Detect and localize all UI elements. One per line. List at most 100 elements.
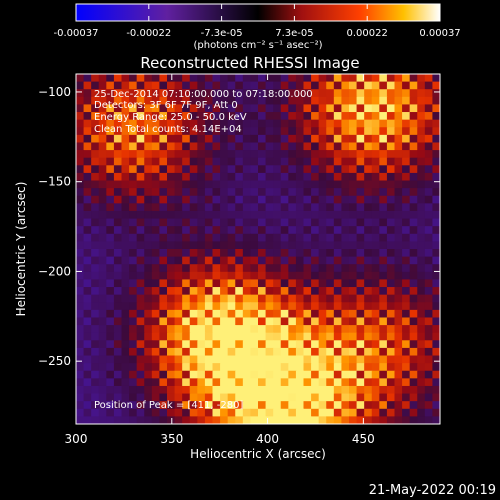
heatmap-cell <box>356 134 365 144</box>
heatmap-cell <box>242 309 252 319</box>
heatmap-cell <box>341 203 350 212</box>
heatmap-cell <box>295 370 305 379</box>
heatmap-cell <box>288 256 297 265</box>
heatmap-cell <box>151 256 161 265</box>
heatmap-cell <box>220 325 229 334</box>
heatmap-cell <box>129 264 138 273</box>
heatmap-cell <box>197 287 206 296</box>
heatmap-cell <box>326 408 335 417</box>
heatmap-cell <box>394 96 403 106</box>
heatmap-cell <box>212 119 221 128</box>
heatmap-cell <box>159 96 168 106</box>
heatmap-cell <box>409 294 418 303</box>
heatmap-cell <box>318 378 327 387</box>
heatmap-cell <box>113 172 123 182</box>
heatmap-cell <box>280 241 289 250</box>
heatmap-cell <box>386 317 396 326</box>
heatmap-cell <box>273 218 282 227</box>
heatmap-cell <box>356 127 365 136</box>
heatmap-cell <box>167 325 176 334</box>
heatmap-cell <box>151 74 161 83</box>
heatmap-cell <box>258 180 267 189</box>
heatmap-cell <box>303 218 312 227</box>
heatmap-cell <box>326 363 335 372</box>
heatmap-cell <box>341 142 350 151</box>
heatmap-cell <box>417 241 426 250</box>
heatmap-cell <box>113 150 123 159</box>
heatmap-cell <box>394 279 403 288</box>
heatmap-cell <box>182 378 191 387</box>
heatmap-cell <box>417 332 426 341</box>
heatmap-cell <box>265 134 274 144</box>
heatmap-cell <box>311 142 320 151</box>
heatmap-cell <box>432 332 440 341</box>
heatmap-cell <box>417 157 426 166</box>
heatmap-cell <box>379 355 388 364</box>
heatmap-cell <box>151 157 161 166</box>
heatmap-cell <box>295 256 305 265</box>
heatmap-cell <box>242 401 252 410</box>
heatmap-cell <box>91 249 100 258</box>
heatmap-cell <box>212 256 221 265</box>
heatmap-cell <box>288 226 297 235</box>
heatmap-cell <box>106 264 115 273</box>
heatmap-cell <box>318 188 327 197</box>
heatmap-cell <box>113 233 123 242</box>
heatmap-cell <box>197 264 206 273</box>
heatmap-cell <box>371 271 380 281</box>
heatmap-cell <box>333 218 343 227</box>
heatmap-cell <box>258 317 267 326</box>
heatmap-cell <box>333 401 343 410</box>
heatmap-cell <box>113 385 123 395</box>
heatmap-cell <box>258 195 267 204</box>
heatmap-cell <box>303 150 312 159</box>
heatmap-cell <box>91 226 100 235</box>
heatmap-cell <box>402 104 411 113</box>
heatmap-cell <box>265 378 274 387</box>
y-tick-label: −200 <box>38 264 71 278</box>
heatmap-cell <box>220 89 229 98</box>
heatmap-cell <box>409 302 418 311</box>
heatmap-cell <box>386 249 396 258</box>
heatmap-cell <box>273 355 282 364</box>
heatmap-cell <box>98 81 107 90</box>
heatmap-cell <box>220 408 229 417</box>
heatmap-cell <box>76 241 85 250</box>
heatmap-cell <box>106 218 115 227</box>
heatmap-cell <box>250 287 259 296</box>
heatmap-cell <box>83 332 92 341</box>
heatmap-cell <box>242 378 252 387</box>
heatmap-cell <box>371 218 380 227</box>
heatmap-cell <box>204 264 214 273</box>
heatmap-cell <box>76 401 85 410</box>
heatmap-cell <box>242 96 252 106</box>
heatmap-cell <box>273 142 282 151</box>
heatmap-cell <box>432 347 440 357</box>
heatmap-cell <box>212 104 221 113</box>
heatmap-cell <box>394 165 403 174</box>
heatmap-cell <box>250 355 259 364</box>
heatmap-cell <box>182 347 191 357</box>
heatmap-cell <box>227 393 236 402</box>
heatmap-cell <box>144 112 153 121</box>
heatmap-cell <box>167 233 176 242</box>
heatmap-cell <box>144 119 153 128</box>
heatmap-cell <box>311 112 320 121</box>
heatmap-cell <box>386 271 396 281</box>
heatmap-cell <box>333 210 343 220</box>
heatmap-cell <box>356 302 365 311</box>
heatmap-cell <box>136 188 145 197</box>
heatmap-cell <box>364 150 373 159</box>
heatmap-cell <box>280 355 289 364</box>
heatmap-cell <box>235 150 244 159</box>
heatmap-cell <box>227 287 236 296</box>
heatmap-cell <box>364 127 373 136</box>
heatmap-cell <box>113 340 123 349</box>
heatmap-cell <box>432 104 440 113</box>
heatmap-cell <box>326 370 335 379</box>
heatmap-cell <box>424 378 434 387</box>
heatmap-cell <box>311 195 320 204</box>
heatmap-cell <box>242 256 252 265</box>
heatmap-cell <box>318 241 327 250</box>
heatmap-cell <box>151 408 161 417</box>
